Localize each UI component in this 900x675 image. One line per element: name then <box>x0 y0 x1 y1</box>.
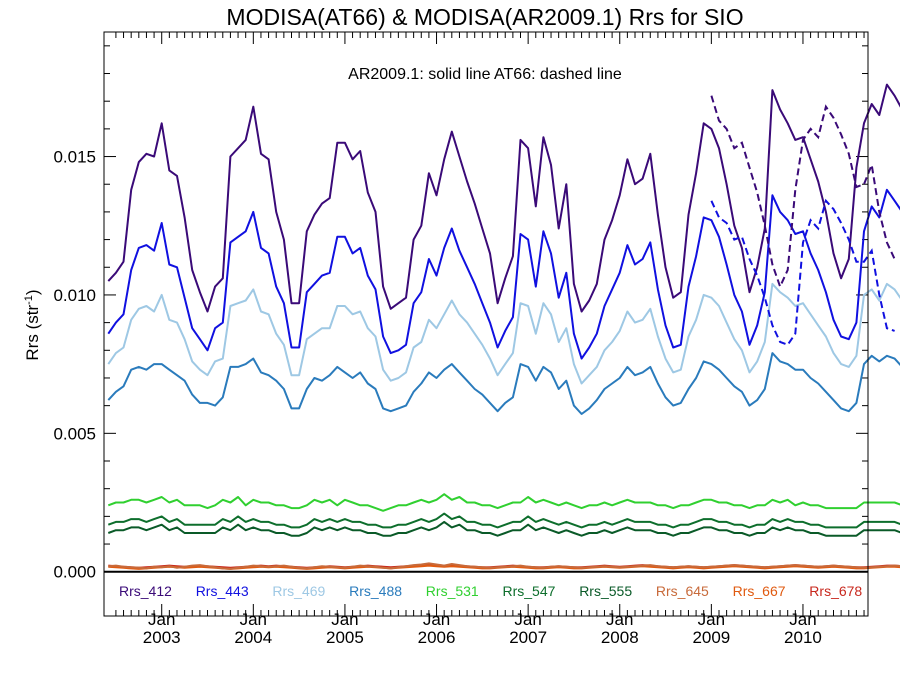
plot-frame <box>103 31 869 617</box>
x-tick-label-month: Jan <box>423 610 450 629</box>
legend-entry-rrs_678: Rrs_678 <box>809 583 862 599</box>
x-tick-label-year: 2009 <box>692 628 730 647</box>
x-tick-label-month: Jan <box>331 610 358 629</box>
x-tick-label-year: 2004 <box>234 628 272 647</box>
x-tick-label-year: 2007 <box>509 628 547 647</box>
series-line-rrs_412 <box>107 83 900 313</box>
x-tick-label-year: 2008 <box>601 628 639 647</box>
series-line-rrs_443 <box>107 188 900 360</box>
x-tick-label-year: 2006 <box>418 628 456 647</box>
y-tick-label: 0.000 <box>53 563 96 582</box>
legend-entry-rrs_469: Rrs_469 <box>272 583 325 599</box>
y-axis-label-sup: -1 <box>23 295 35 305</box>
y-axis-label-end: ) <box>23 289 42 295</box>
y-tick-label: 0.015 <box>53 148 96 167</box>
y-axis-label: Rrs (str-1) <box>23 289 42 360</box>
legend-entry-rrs_555: Rrs_555 <box>579 583 632 599</box>
legend-entry-rrs_547: Rrs_547 <box>503 583 556 599</box>
y-tick-label: 0.010 <box>53 286 96 305</box>
x-tick-label-year: 2003 <box>143 628 181 647</box>
dashed-line-rrs_443 <box>710 198 895 347</box>
legend-entry-rrs_443: Rrs_443 <box>196 583 249 599</box>
x-tick-label-year: 2005 <box>326 628 364 647</box>
legend-entry-rrs_645: Rrs_645 <box>656 583 709 599</box>
line-style-annotation: AR2009.1: solid line AT66: dashed line <box>348 66 622 83</box>
series-line-rrs_547 <box>107 512 900 529</box>
series-line-rrs_469 <box>107 282 900 385</box>
plot-area: 0.0000.0050.0100.015Jan2003Jan2004Jan200… <box>53 32 900 647</box>
series-line-rrs_531 <box>107 493 900 512</box>
chart-title: MODISA(AT66) & MODISA(AR2009.1) Rrs for … <box>226 4 743 30</box>
series-line-rrs_645 <box>108 562 900 570</box>
dashed-line-rrs_412 <box>710 95 896 290</box>
legend-entry-rrs_488: Rrs_488 <box>349 583 402 599</box>
legend-entry-rrs_531: Rrs_531 <box>426 583 479 599</box>
y-axis-label-main: Rrs (str <box>23 305 42 361</box>
x-tick-label-month: Jan <box>240 610 267 629</box>
x-tick-label-month: Jan <box>148 610 175 629</box>
x-tick-label-month: Jan <box>789 610 816 629</box>
series-line-rrs_667 <box>108 564 900 570</box>
y-tick-label: 0.005 <box>53 424 96 443</box>
series-line-rrs_488 <box>107 352 900 415</box>
legend-entry-rrs_667: Rrs_667 <box>733 583 786 599</box>
x-tick-label-month: Jan <box>606 610 633 629</box>
x-tick-label-year: 2010 <box>784 628 822 647</box>
x-tick-label-month: Jan <box>698 610 725 629</box>
series-line-rrs_555 <box>107 520 900 537</box>
x-tick-label-month: Jan <box>514 610 541 629</box>
legend-entry-rrs_412: Rrs_412 <box>119 583 172 599</box>
